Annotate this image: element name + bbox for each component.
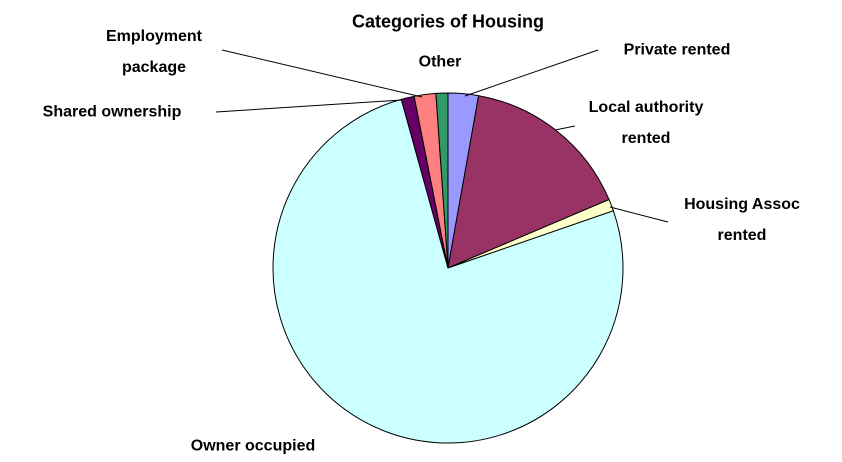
pie-slice xyxy=(447,95,610,269)
slice-label: Owner occupied xyxy=(190,437,316,455)
pie-slice xyxy=(272,98,624,444)
chart-title: Categories of Housing xyxy=(351,11,545,32)
leader-line xyxy=(609,206,669,223)
slice-label: Local authority rented xyxy=(588,99,704,147)
leader-line xyxy=(215,99,403,113)
slice-label: Housing Assoc rented xyxy=(684,196,800,244)
slice-label: Shared ownership xyxy=(42,103,182,121)
slice-label: Other xyxy=(418,53,462,71)
leader-line xyxy=(221,49,423,98)
leader-line xyxy=(554,125,576,131)
leader-line xyxy=(464,49,599,97)
slice-label: Employment package xyxy=(105,28,202,76)
slice-label: Private rented xyxy=(623,41,731,59)
pie-slice xyxy=(435,92,449,269)
